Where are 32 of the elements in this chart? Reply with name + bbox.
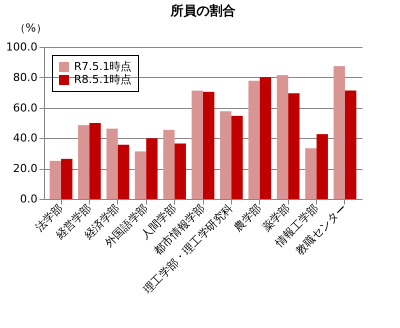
chart-title: 所員の割合 — [170, 3, 236, 19]
bar — [89, 123, 101, 199]
y-tick-label: 80.0 — [13, 70, 38, 84]
bar — [288, 93, 300, 199]
y-tick-label: 20.0 — [13, 162, 38, 176]
y-tick-label: 100.0 — [6, 40, 38, 54]
y-axis-title: （%） — [14, 22, 47, 34]
bar — [106, 128, 118, 199]
legend-label: R7.5.1時点 — [74, 60, 132, 73]
bar — [260, 77, 272, 199]
legend-label: R8.5.1時点 — [74, 73, 132, 86]
y-tick-label: 0.0 — [20, 192, 38, 206]
bar — [231, 116, 243, 199]
bar — [334, 66, 345, 199]
y-tick-label: 40.0 — [13, 132, 38, 145]
bar — [78, 125, 90, 199]
bar — [316, 134, 328, 199]
bar — [276, 75, 288, 199]
bar — [118, 144, 130, 199]
bar — [305, 148, 317, 199]
bar — [192, 90, 203, 199]
y-tick-label: 60.0 — [13, 101, 38, 114]
bar — [163, 130, 175, 199]
bar — [50, 160, 62, 199]
bar — [134, 151, 146, 199]
bar — [174, 144, 186, 199]
bar — [248, 80, 260, 199]
bar — [344, 90, 356, 199]
bar — [61, 158, 72, 199]
bar — [220, 111, 232, 199]
bar — [203, 92, 214, 199]
bar — [146, 138, 158, 199]
